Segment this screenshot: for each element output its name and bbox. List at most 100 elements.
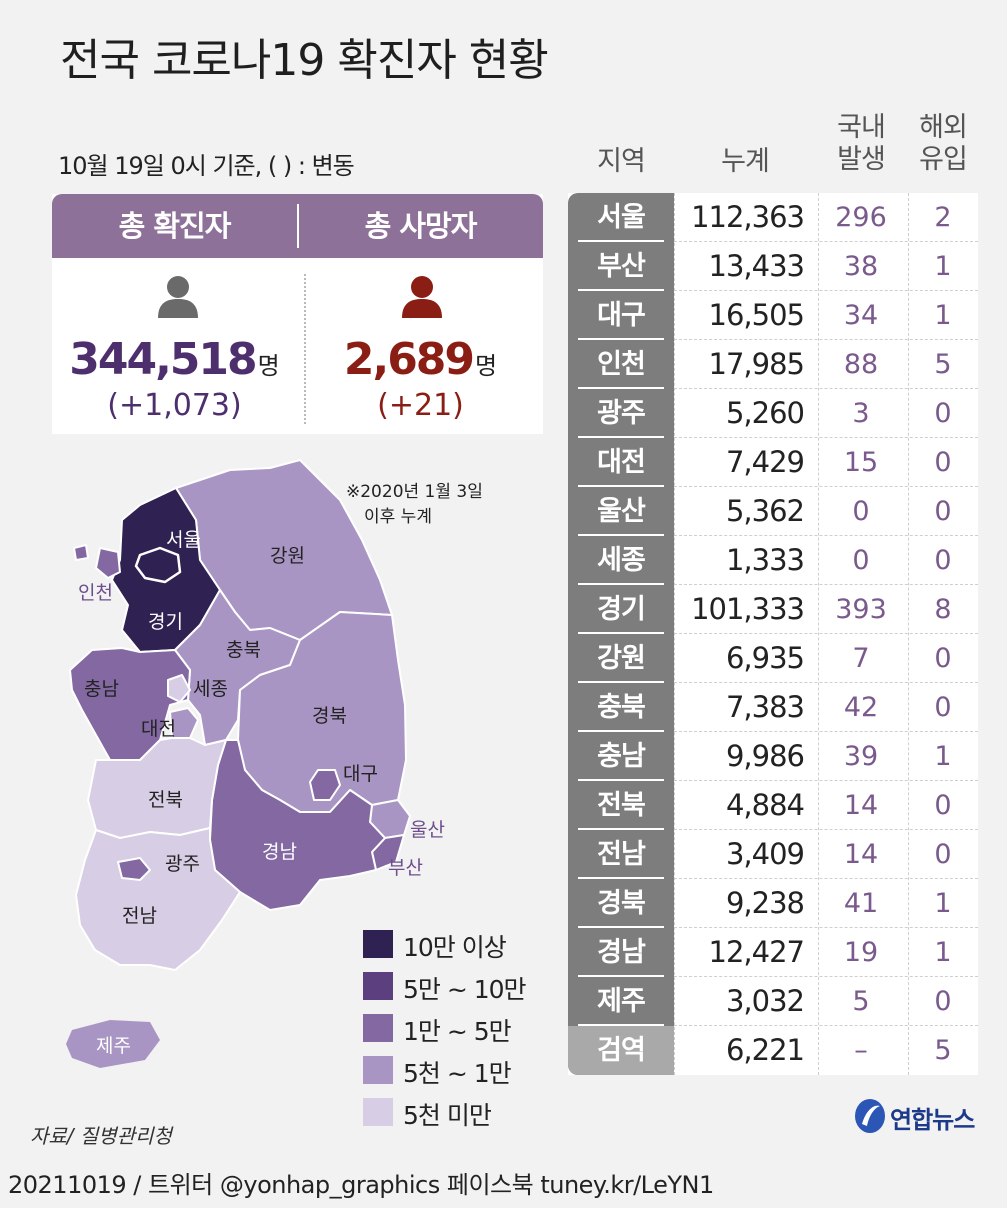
deaths-unit: 명 (475, 352, 498, 380)
overseas-cell: 0 (934, 643, 952, 674)
region-cell: 경기 (597, 594, 646, 625)
row-line (674, 829, 978, 830)
legend-swatch (363, 1014, 393, 1042)
map-label-gyeongbuk: 경북 (312, 705, 347, 727)
logo-icon (855, 1099, 885, 1133)
total-cell: 112,363 (691, 200, 805, 234)
person-red-icon (402, 276, 442, 318)
row-separator (578, 338, 664, 340)
overseas-cell: 5 (934, 1035, 952, 1066)
total-cell: 3,409 (725, 837, 805, 871)
legend-label: 10만 이상 (403, 933, 507, 962)
map-label-jeonbuk: 전북 (148, 789, 183, 811)
header-region: 지역 (597, 146, 646, 177)
overseas-cell: 2 (934, 202, 952, 233)
overseas-cell: 1 (934, 741, 952, 772)
total-cell: 12,427 (708, 935, 805, 969)
region-cell: 충남 (597, 741, 646, 772)
header-overseas-line1: 해외 (919, 112, 968, 143)
row-line (674, 878, 978, 879)
region-daejeon (169, 707, 199, 739)
confirmed-label: 총 확진자 (118, 209, 232, 243)
map-label-incheon: 인천 (78, 582, 113, 604)
map-label-gwangju: 광주 (165, 853, 200, 875)
row-separator (578, 975, 664, 977)
row-separator (578, 632, 664, 634)
domestic-cell: 7 (852, 643, 870, 674)
table-row: 서울 112,363 296 2 (568, 193, 978, 242)
map-label-gangwon: 강원 (270, 545, 305, 567)
page-title: 전국 코로나19 확진자 현황 (60, 35, 549, 86)
domestic-cell: 3 (852, 398, 870, 429)
domestic-cell: 296 (835, 202, 887, 233)
map-label-daegu: 대구 (343, 763, 378, 785)
overseas-cell: 1 (934, 300, 952, 331)
table-row: 경남 12,427 19 1 (568, 928, 978, 977)
row-line (674, 927, 978, 928)
region-chungnam (69, 647, 191, 761)
row-line (674, 976, 978, 977)
map-label-busan: 부산 (388, 857, 423, 879)
map-label-gyeongnam: 경남 (262, 841, 297, 863)
region-cell: 세종 (597, 545, 646, 576)
region-cell: 제주 (597, 986, 646, 1017)
region-cell: 충북 (597, 692, 646, 723)
table-vline (908, 193, 909, 1075)
total-cell: 9,238 (725, 886, 805, 920)
region-cell: 인천 (597, 349, 646, 380)
legend-label: 5천 미만 (403, 1101, 492, 1130)
table-vline (674, 193, 675, 1075)
row-separator (578, 730, 664, 732)
overseas-cell: 0 (934, 790, 952, 821)
row-separator (578, 240, 664, 242)
overseas-cell: 0 (934, 692, 952, 723)
domestic-cell: 393 (835, 594, 887, 625)
domestic-cell: 5 (852, 986, 870, 1017)
deaths-value: 2,689 (343, 334, 475, 385)
table-vline (818, 193, 819, 1075)
domestic-cell: 42 (843, 692, 879, 723)
summary-header: 총 확진자 총 사망자 (52, 194, 543, 258)
map-label-chungbuk: 충북 (226, 639, 261, 661)
header-overseas-line2: 유입 (919, 144, 968, 175)
region-cell: 대구 (597, 300, 646, 331)
header-domestic-line2: 발생 (837, 144, 886, 175)
region-cell: 검역 (568, 1026, 674, 1075)
map-label-jeju: 제주 (96, 1035, 131, 1057)
confirmed-change: (+1,073) (107, 388, 242, 423)
row-line (674, 437, 978, 438)
map-note-line1: ※2020년 1월 3일 (346, 482, 483, 502)
total-cell: 4,884 (725, 788, 805, 822)
domestic-cell: 34 (843, 300, 879, 331)
date-basis: 10월 19일 0시 기준, ( ) : 변동 (58, 152, 355, 180)
legend-label: 5천 ~ 1만 (403, 1059, 512, 1088)
domestic-cell: 39 (843, 741, 879, 772)
total-cell: 16,505 (708, 298, 805, 332)
row-separator (578, 583, 664, 585)
total-cell: 5,362 (725, 494, 805, 528)
total-cell: 7,429 (725, 445, 805, 479)
header-divider (297, 204, 299, 248)
overseas-cell: 0 (934, 447, 952, 478)
legend-label: 5만 ~ 10만 (403, 975, 527, 1004)
row-separator (578, 534, 664, 536)
total-cell: 5,260 (725, 396, 805, 430)
total-cell: 1,333 (725, 543, 805, 577)
total-cell: 6,221 (725, 1033, 805, 1067)
table-row: 인천 17,985 88 5 (568, 340, 978, 389)
row-separator (578, 926, 664, 928)
total-cell: 17,985 (708, 347, 805, 381)
deaths-total: 2,689명 (298, 334, 543, 385)
table-row: 전남 3,409 14 0 (568, 830, 978, 879)
summary-divider (304, 274, 306, 424)
row-separator (578, 485, 664, 487)
confirmed-value: 344,518 (69, 334, 257, 385)
region-cell: 경북 (597, 888, 646, 919)
row-line (674, 388, 978, 389)
overseas-cell: 0 (934, 496, 952, 527)
table-row: 대전 7,429 15 0 (568, 438, 978, 487)
legend-label: 1만 ~ 5만 (403, 1017, 512, 1046)
map-label-chungnam: 충남 (84, 678, 119, 700)
table-row: 강원 6,935 7 0 (568, 634, 978, 683)
row-separator (578, 1024, 664, 1026)
